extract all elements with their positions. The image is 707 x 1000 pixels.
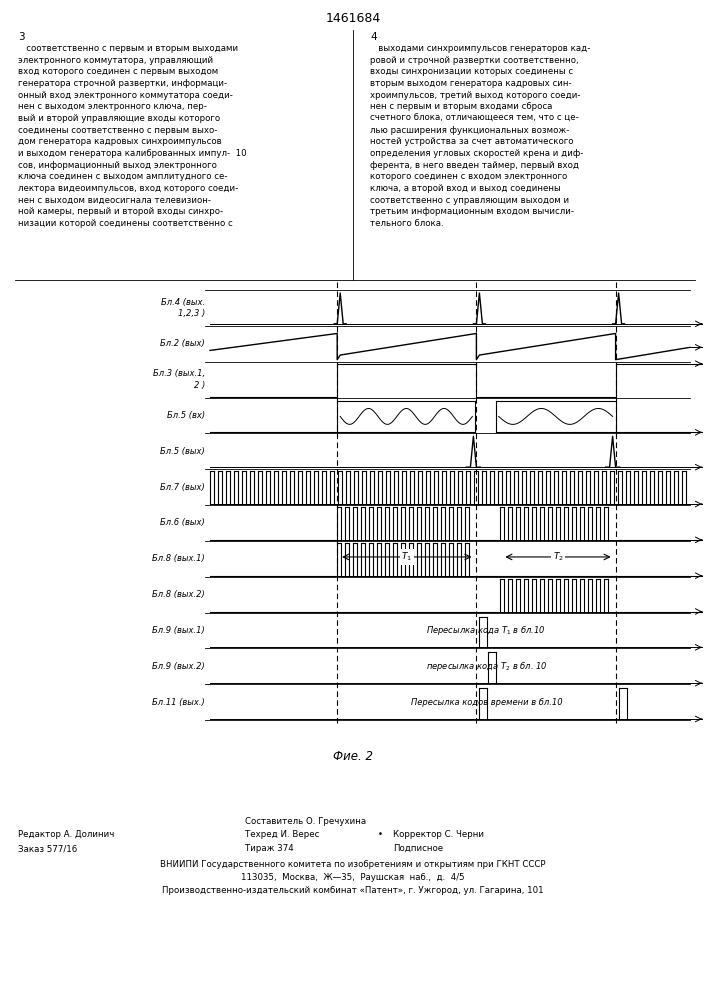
Text: Бл.9 (вых.2): Бл.9 (вых.2) (152, 662, 205, 671)
Text: Корректор С. Черни: Корректор С. Черни (393, 830, 484, 839)
Text: Редактор А. Долинич: Редактор А. Долинич (18, 830, 115, 839)
Text: Бл.8 (вых.2): Бл.8 (вых.2) (152, 590, 205, 599)
Text: 1461684: 1461684 (325, 12, 380, 25)
Text: Бл.7 (вых): Бл.7 (вых) (160, 483, 205, 492)
Text: Тираж 374: Тираж 374 (245, 844, 293, 853)
Text: Пересылка кода $T_1$ в бл.10: Пересылка кода $T_1$ в бл.10 (426, 624, 547, 637)
Text: Пересылка кодов времени в бл.10: Пересылка кодов времени в бл.10 (411, 698, 562, 707)
Text: Бл.5 (вх): Бл.5 (вх) (167, 411, 205, 420)
Text: Бл.2 (вых): Бл.2 (вых) (160, 339, 205, 348)
Text: Бл.3 (вых.1,
2 ): Бл.3 (вых.1, 2 ) (153, 369, 205, 390)
Text: пересылка кода $T_2$ в бл. 10: пересылка кода $T_2$ в бл. 10 (426, 660, 547, 673)
Text: выходами синхроимпульсов генераторов кад-
ровой и строчной развертки соответстве: выходами синхроимпульсов генераторов кад… (370, 44, 590, 228)
Text: ВНИИПИ Государственного комитета по изобретениям и открытиям при ГКНТ СССР: ВНИИПИ Государственного комитета по изоб… (160, 860, 546, 869)
Text: соответственно с первым и вторым выходами
электронного коммутатора, управляющий
: соответственно с первым и вторым выходам… (18, 44, 247, 228)
Text: $T_1$: $T_1$ (402, 551, 412, 563)
Text: 113035,  Москва,  Ж—35,  Раушская  наб.,  д.  4/5: 113035, Москва, Ж—35, Раушская наб., д. … (241, 873, 464, 882)
Text: Производственно-издательский комбинат «Патент», г. Ужгород, ул. Гагарина, 101: Производственно-издательский комбинат «П… (162, 886, 544, 895)
Text: Бл.5 (вых): Бл.5 (вых) (160, 447, 205, 456)
Text: $T_2$: $T_2$ (553, 551, 563, 563)
Text: Бл.4 (вых.
1,2,3 ): Бл.4 (вых. 1,2,3 ) (161, 298, 205, 318)
Text: Бл.9 (вых.1): Бл.9 (вых.1) (152, 626, 205, 635)
Text: 3: 3 (18, 32, 25, 42)
Text: Подписное: Подписное (393, 844, 443, 853)
Text: •: • (378, 830, 383, 839)
Text: Бл.8 (вых.1): Бл.8 (вых.1) (152, 554, 205, 563)
Text: Бл.11 (вых.): Бл.11 (вых.) (152, 698, 205, 707)
Text: Составитель О. Гречухина: Составитель О. Гречухина (245, 817, 366, 826)
Text: Заказ 577/16: Заказ 577/16 (18, 844, 77, 853)
Text: Фие. 2: Фие. 2 (333, 750, 373, 763)
Text: Техред И. Верес: Техред И. Верес (245, 830, 320, 839)
Text: Бл.6 (вых): Бл.6 (вых) (160, 518, 205, 527)
Text: 4: 4 (370, 32, 377, 42)
